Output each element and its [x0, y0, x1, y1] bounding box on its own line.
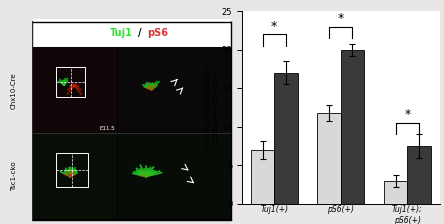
- Bar: [118, 134, 230, 219]
- Y-axis label: Number of cells/section
(250 μm × 250 μm): Number of cells/section (250 μm × 250 μm…: [206, 66, 219, 149]
- Text: Tuj1: Tuj1: [111, 28, 133, 38]
- Bar: [32, 134, 117, 219]
- Text: pS6: pS6: [147, 28, 168, 38]
- Text: /: /: [138, 28, 141, 38]
- Bar: [407, 146, 431, 204]
- Bar: [118, 47, 230, 132]
- Bar: [32, 19, 231, 46]
- Bar: [274, 73, 297, 204]
- Text: *: *: [337, 12, 344, 25]
- Bar: [384, 181, 407, 204]
- Text: Tsc1-cko: Tsc1-cko: [11, 162, 17, 191]
- Bar: [341, 50, 364, 204]
- Bar: [32, 47, 117, 132]
- Bar: [0, 0, 32, 224]
- Text: Chx10-Cre: Chx10-Cre: [11, 72, 17, 109]
- Bar: [251, 150, 274, 204]
- Bar: [317, 113, 341, 204]
- Text: *: *: [404, 108, 410, 121]
- Text: *: *: [271, 20, 278, 33]
- Text: E11.5: E11.5: [100, 126, 115, 131]
- Bar: [56, 153, 88, 187]
- Bar: [32, 219, 231, 220]
- Bar: [56, 67, 85, 97]
